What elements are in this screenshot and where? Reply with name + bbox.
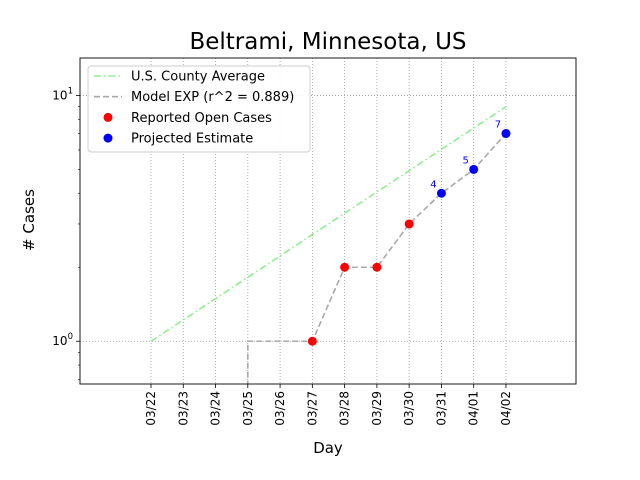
- data-label: 5: [463, 155, 469, 166]
- x-tick-label: 03/31: [434, 391, 448, 426]
- x-tick-label: 04/02: [499, 391, 513, 426]
- x-tick-label: 04/01: [467, 391, 481, 426]
- data-point: [340, 262, 350, 272]
- data-label: 4: [430, 179, 436, 190]
- x-tick-label: 03/24: [209, 391, 223, 426]
- legend-label: U.S. County Average: [131, 70, 265, 85]
- legend-marker: [103, 133, 113, 143]
- x-axis-label: Day: [313, 439, 343, 457]
- legend-box: [87, 65, 311, 153]
- x-tick-label: 03/23: [176, 391, 190, 426]
- legend-entry: Projected Estimate: [103, 132, 253, 147]
- x-tick-label: 03/25: [241, 391, 255, 426]
- series-line: [150, 106, 507, 342]
- x-tick-label: 03/30: [402, 391, 416, 426]
- legend-entry: U.S. County Average: [94, 70, 265, 85]
- chart-title: Beltrami, Minnesota, US: [189, 29, 466, 55]
- data-point: [372, 262, 382, 272]
- y-tick-label: 101: [52, 86, 73, 102]
- data-point: [501, 129, 511, 139]
- legend-entry: Model EXP (r^2 = 0.889): [94, 90, 294, 105]
- legend-label: Model EXP (r^2 = 0.889): [131, 90, 294, 105]
- series-layer: 4 5 7: [150, 106, 511, 384]
- legend: U.S. County Average Model EXP (r^2 = 0.88…: [87, 65, 311, 153]
- y-tick-label: 100: [52, 332, 73, 348]
- data-point: [307, 336, 317, 346]
- legend-marker: [103, 112, 113, 122]
- data-point: [436, 188, 446, 198]
- x-tick-label: 03/28: [338, 391, 352, 426]
- legend-entry: Reported Open Cases: [103, 111, 272, 126]
- x-tick-label: 03/29: [370, 391, 384, 426]
- data-label: 7: [495, 120, 501, 131]
- axes-layer: 03/22 03/23 03/24 03/25 03/26 03/27 03/28 03/29…: [52, 57, 577, 426]
- x-tick-label: 03/26: [273, 391, 287, 426]
- x-tick-label: 03/27: [305, 391, 319, 426]
- x-tick-label: 03/22: [144, 391, 158, 426]
- legend-label: Reported Open Cases: [131, 111, 272, 126]
- data-point: [404, 219, 414, 229]
- data-point: [469, 164, 479, 174]
- legend-label: Projected Estimate: [131, 132, 253, 147]
- plot-frame: [79, 57, 577, 385]
- y-axis-label: # Cases: [20, 189, 38, 251]
